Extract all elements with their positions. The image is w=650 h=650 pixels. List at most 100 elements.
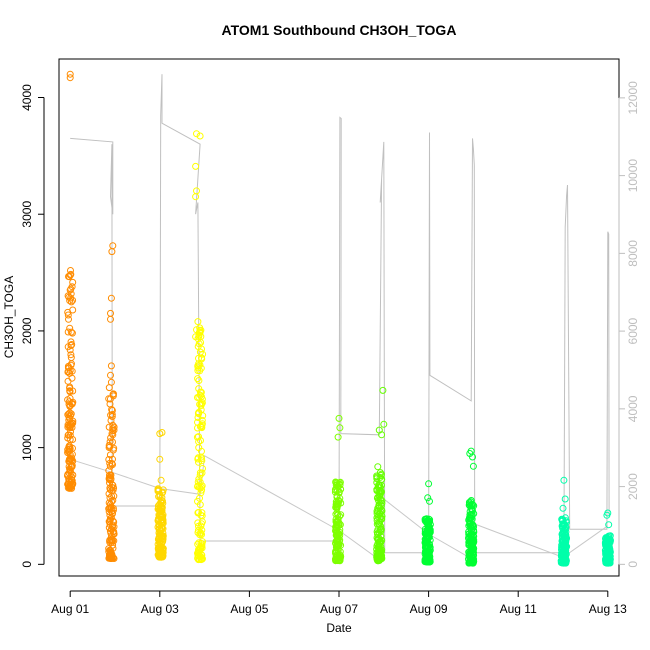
- cluster-point-0-98: [64, 368, 72, 376]
- cluster-point-8-110: [562, 538, 570, 546]
- cluster-point-1-112: [105, 395, 113, 403]
- point-2-2: [156, 455, 164, 463]
- cluster-point-1-117: [109, 486, 117, 494]
- point-8-1: [561, 495, 569, 503]
- point-1-2: [107, 294, 115, 302]
- cluster-point-9-116: [602, 534, 610, 542]
- cluster-point-0-121: [64, 308, 72, 316]
- point-6-1: [424, 494, 432, 502]
- cluster-point-3-21: [199, 350, 207, 358]
- y2-tick-label-4: 8000: [626, 240, 640, 267]
- cluster-point-9-136: [604, 533, 612, 541]
- cluster-point-2-135: [154, 517, 162, 525]
- point-5-3: [378, 431, 386, 439]
- cluster-point-1-114: [110, 426, 118, 434]
- cluster-point-6-137: [423, 550, 431, 558]
- cluster-point-3-12: [194, 375, 202, 383]
- cluster-point-0-136: [67, 455, 75, 463]
- point-4-0: [335, 414, 343, 422]
- point-2-1: [158, 429, 166, 436]
- cluster-point-1-123: [105, 384, 113, 392]
- point-1-5: [107, 362, 115, 370]
- cluster-point-6-131: [424, 523, 432, 531]
- y2-tick-label-3: 6000: [626, 317, 640, 344]
- cluster-point-8-132: [557, 552, 565, 560]
- cluster-point-0-118: [65, 431, 73, 439]
- cluster-point-2-116: [157, 510, 165, 518]
- cluster-point-8-118: [562, 548, 570, 556]
- cluster-point-0-131: [69, 387, 77, 395]
- point-7-2: [469, 453, 476, 461]
- cluster-point-3-34: [195, 385, 203, 393]
- cluster-point-7-136: [470, 526, 477, 534]
- point-7-3: [469, 462, 477, 470]
- cluster-point-3-65: [195, 377, 203, 384]
- cluster-point-6-122: [423, 519, 431, 527]
- cluster-point-4-96: [334, 540, 342, 548]
- cluster-point-6-136: [426, 536, 434, 544]
- x-tick-label-5: Aug 11: [500, 602, 537, 616]
- cluster-point-1-101: [108, 413, 116, 420]
- cluster-point-0-88: [69, 398, 77, 406]
- cluster-point-3-125: [196, 367, 204, 375]
- point-1-1: [108, 248, 116, 256]
- cluster-point-3-115: [198, 447, 205, 455]
- cluster-point-3-138: [196, 531, 204, 539]
- point-3-5: [194, 318, 202, 326]
- point-8-0: [560, 476, 568, 484]
- cluster-point-3-94: [195, 458, 202, 466]
- point-2-3: [157, 476, 165, 484]
- point-3-0: [193, 130, 200, 138]
- cluster-point-2-122: [155, 533, 163, 541]
- x-tick-label-2: Aug 05: [230, 602, 268, 616]
- point-5-0: [379, 386, 387, 394]
- cluster-point-4-133: [332, 556, 340, 564]
- cluster-point-0-127: [69, 436, 77, 443]
- cluster-point-3-25: [196, 469, 204, 477]
- cluster-point-7-126: [465, 498, 473, 506]
- cluster-point-9-132: [605, 558, 613, 566]
- cluster-point-4-97: [333, 522, 340, 530]
- cluster-point-4-131: [336, 556, 344, 564]
- cluster-point-2-139: [159, 546, 167, 554]
- cluster-point-1-131: [106, 459, 114, 467]
- point-6-2: [426, 497, 433, 505]
- cluster-point-3-132: [198, 544, 206, 552]
- cluster-point-1-52: [106, 504, 114, 512]
- cluster-point-5-134: [373, 552, 381, 560]
- x-tick-label-1: Aug 03: [141, 602, 179, 616]
- point-9-1: [603, 511, 611, 519]
- point-4-2: [334, 433, 342, 441]
- y2-tick-label-1: 2000: [626, 473, 640, 500]
- cluster-point-8-136: [560, 529, 567, 537]
- cluster-point-0-122: [65, 400, 73, 408]
- cluster-point-2-126: [154, 540, 162, 548]
- point-1-6: [107, 371, 114, 379]
- cluster-point-3-130: [198, 518, 206, 526]
- cluster-point-4-136: [335, 531, 342, 539]
- y-tick-label-3: 3000: [20, 201, 34, 228]
- cluster-point-0-59: [64, 311, 72, 319]
- cluster-point-8-138: [559, 537, 567, 545]
- cluster-point-0-72: [67, 351, 75, 359]
- cluster-point-1-121: [108, 460, 116, 467]
- cluster-point-8-133: [561, 558, 569, 565]
- y2-tick-label-2: 4000: [626, 395, 640, 422]
- cluster-point-0-92: [66, 369, 74, 377]
- cluster-point-2-98: [158, 516, 166, 524]
- cluster-point-0-128: [66, 324, 74, 332]
- cluster-point-3-54: [195, 354, 202, 362]
- cluster-point-1-134: [108, 525, 115, 533]
- cluster-point-0-138: [67, 270, 75, 278]
- cluster-point-4-135: [333, 502, 341, 510]
- cluster-point-3-102: [196, 391, 204, 399]
- cluster-point-3-122: [198, 424, 206, 432]
- cluster-point-3-73: [196, 471, 204, 479]
- cluster-point-1-64: [106, 451, 114, 459]
- cluster-point-0-139: [65, 445, 73, 453]
- cluster-point-1-74: [107, 417, 115, 424]
- upper-trace-line: [70, 74, 610, 554]
- cluster-point-3-89: [196, 478, 204, 486]
- cluster-point-3-135: [194, 554, 202, 562]
- cluster-point-4-138: [332, 498, 340, 506]
